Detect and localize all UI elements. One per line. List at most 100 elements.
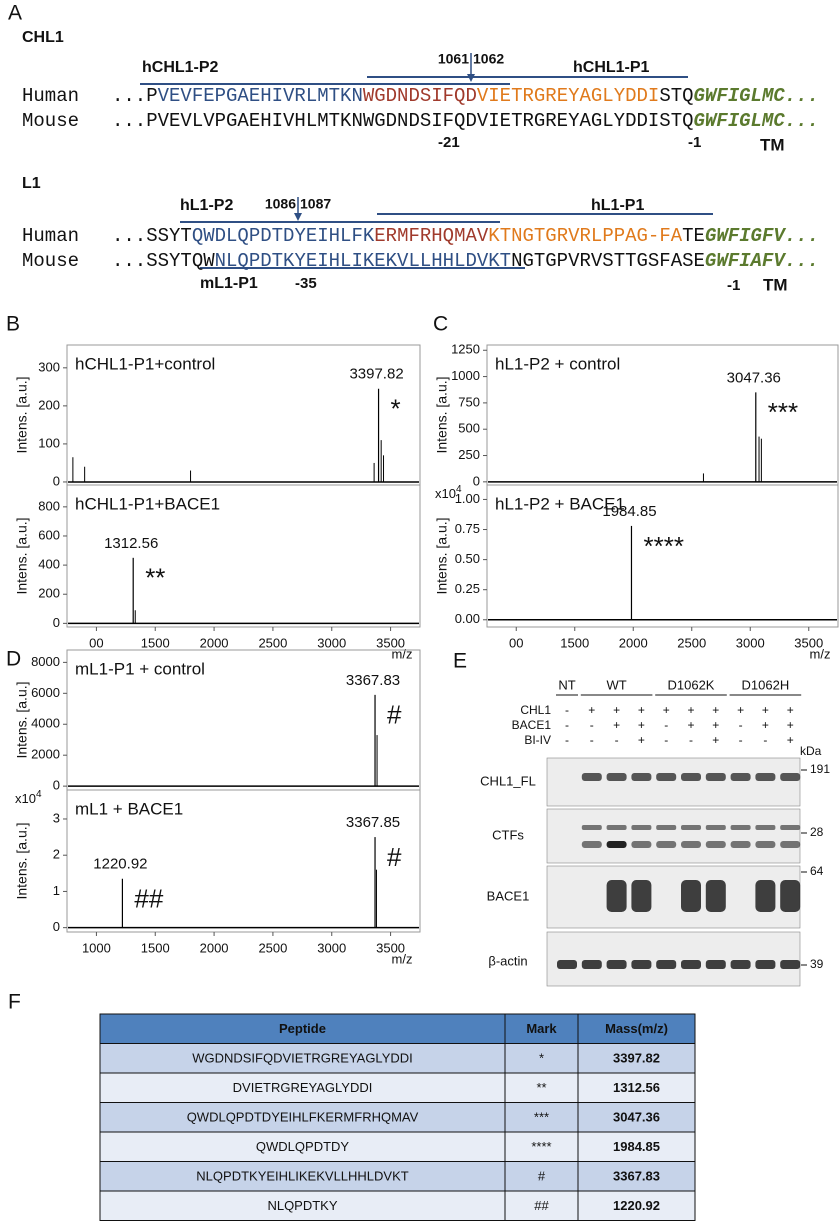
x-tick-label: 3000 — [317, 635, 346, 650]
probe-label: hCHL1-P2 — [142, 59, 219, 76]
x-tick-label: 00 — [509, 635, 523, 650]
cell-text: QWDLQPDTDY — [256, 1139, 350, 1154]
residue-position: -35 — [295, 275, 317, 292]
sequence: ...SSYTQWDLQPDTDYEIHLFKERMFRHQMAVKTNGTGR… — [112, 225, 819, 247]
table-cell — [577, 1131, 696, 1162]
sequence-segment: NLQPDTKYEIHLIKEKVLLHHLDVKT — [215, 250, 511, 272]
cell-text: 1220.92 — [613, 1198, 660, 1213]
sequence-segment: GWFIGLMC... — [694, 85, 819, 107]
condition-sign: - — [590, 718, 594, 732]
band — [631, 880, 652, 912]
sequence-segment: GWFIAFV... — [705, 250, 819, 272]
cell-text: DVIETRGREYAGLYDDI — [233, 1080, 373, 1095]
table-cell — [504, 1131, 579, 1162]
group-label: NT — [558, 677, 575, 692]
sequence-segment: QWDLQPDTDYEIHLFK — [192, 225, 375, 247]
blot-box — [546, 757, 801, 807]
y-tick-label: 0.00 — [455, 611, 480, 626]
sequence-segment: STQ — [659, 85, 693, 107]
group-label: D1062K — [668, 677, 715, 692]
condition-sign: - — [565, 718, 569, 732]
table-cell — [504, 1043, 579, 1074]
panel-label: hL1-P2 + BACE1 — [495, 494, 625, 513]
sequence-segment: ...SSYTQW — [112, 250, 215, 272]
block-title: L1 — [22, 175, 41, 192]
condition-sign: - — [664, 733, 668, 747]
y-tick-label: 0 — [53, 919, 60, 934]
header-text: Mass(m/z) — [605, 1021, 668, 1036]
y-tick-label: 1250 — [451, 342, 480, 357]
condition-sign: + — [712, 703, 719, 717]
panel-letter: C — [433, 313, 448, 336]
cell-text: ## — [534, 1198, 549, 1213]
condition-sign: - — [615, 733, 619, 747]
condition-sign: + — [762, 718, 769, 732]
cell-text: **** — [531, 1139, 551, 1154]
panel-label: mL1-P1 + control — [75, 659, 205, 678]
band — [656, 773, 677, 781]
band — [780, 773, 801, 781]
table-cell — [577, 1161, 696, 1192]
y-axis-label: Intens. [a.u.] — [434, 376, 450, 453]
x-tick-label: 2000 — [619, 635, 648, 650]
cell-text: 3397.82 — [613, 1051, 660, 1066]
cell-text: * — [539, 1051, 544, 1066]
marker-size: 28 — [810, 825, 824, 839]
condition-sign: + — [712, 733, 719, 747]
cell-text: NLQPDTKY — [267, 1198, 337, 1213]
marker-size: 39 — [810, 957, 824, 971]
peak-mz-label: 3047.36 — [727, 369, 781, 386]
tm-label: TM — [763, 275, 788, 294]
condition-sign: + — [787, 703, 794, 717]
cleavage-site: 1087 — [300, 196, 331, 212]
condition-sign: + — [737, 703, 744, 717]
peak-mark: # — [387, 700, 402, 730]
residue-position: -21 — [438, 134, 460, 151]
condition-sign: - — [565, 733, 569, 747]
condition-sign: - — [590, 733, 594, 747]
peak-mark: * — [391, 394, 401, 424]
y-axis-label: Intens. [a.u.] — [14, 376, 30, 453]
band — [730, 841, 751, 848]
x-tick-label: 3500 — [376, 940, 405, 955]
blot-label: BACE1 — [487, 888, 530, 903]
x-tick-label: 2500 — [677, 635, 706, 650]
condition-sign: + — [638, 703, 645, 717]
panel-letter: D — [6, 648, 21, 671]
band — [681, 960, 701, 969]
y-tick-label: 400 — [38, 557, 60, 572]
condition-sign: + — [687, 703, 694, 717]
header-cell — [504, 1013, 579, 1044]
band — [755, 825, 776, 830]
cell-text: QWDLQPDTDYEIHLFKERMFRHQMAV — [187, 1110, 419, 1125]
panel-label: hCHL1-P1+control — [75, 354, 215, 373]
probe-label: hL1-P1 — [591, 197, 644, 214]
y-tick-label: 8000 — [31, 654, 60, 669]
blot-label: CTFs — [492, 827, 524, 842]
x-tick-label: 3000 — [736, 635, 765, 650]
sequence-segment: VIETRGREYAGLYDDI — [477, 85, 659, 107]
panel-label: mL1 + BACE1 — [75, 799, 183, 818]
table-cell — [99, 1043, 506, 1074]
scale-label: x104 — [15, 789, 42, 807]
band — [780, 841, 801, 848]
x-tick-label: 2500 — [258, 635, 287, 650]
cell-text: 3047.36 — [613, 1110, 660, 1125]
band — [557, 960, 577, 969]
y-axis-label: Intens. [a.u.] — [14, 517, 30, 594]
band — [730, 960, 751, 969]
group-label: WT — [606, 677, 626, 692]
band — [730, 773, 751, 781]
x-tick-label: 3500 — [794, 635, 823, 650]
sequence-segment: GWFIGLMC... — [694, 110, 819, 132]
x-tick-label: 00 — [89, 635, 103, 650]
peak-mz-label: 3367.83 — [346, 672, 400, 689]
cleavage-arrowhead — [294, 213, 302, 221]
condition-sign: - — [664, 718, 668, 732]
band — [581, 773, 602, 781]
panel-letter: A — [8, 2, 22, 25]
band — [681, 773, 701, 781]
band — [606, 960, 627, 969]
y-tick-label: 0 — [53, 615, 60, 630]
species: Human — [22, 85, 79, 107]
